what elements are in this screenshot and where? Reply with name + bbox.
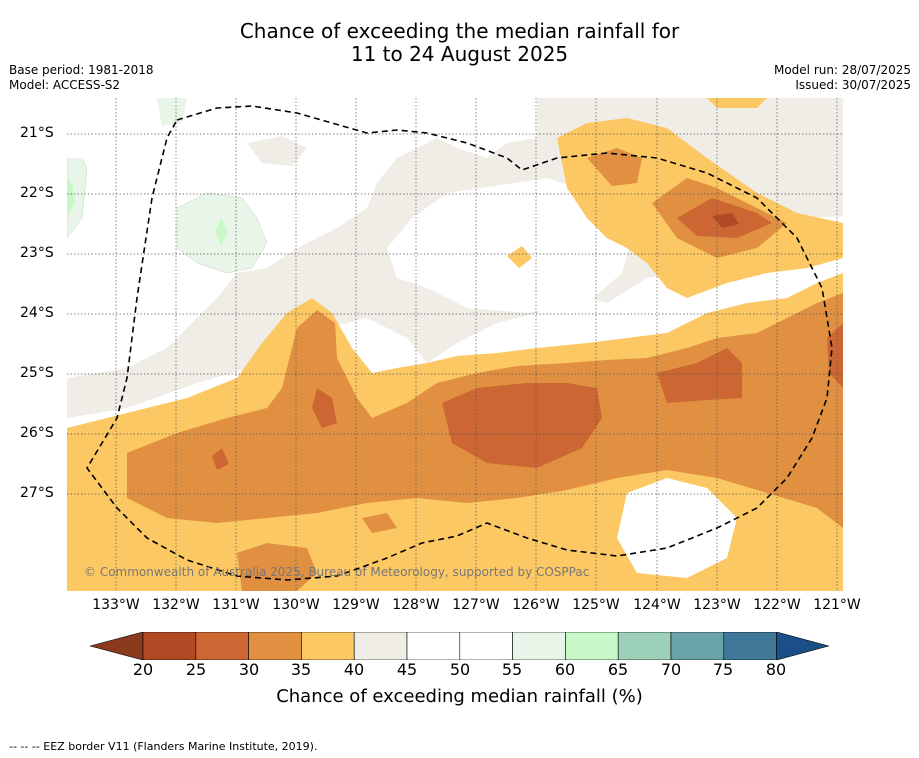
colorbar-segment xyxy=(459,632,513,660)
colorbar-segment xyxy=(670,632,725,660)
colorbar-tick: 45 xyxy=(396,660,418,679)
colorbar-tick: 80 xyxy=(765,660,787,679)
lat-label: 25°S xyxy=(20,365,54,381)
zone-25-30 xyxy=(312,388,337,428)
zone-60-65 xyxy=(67,178,75,216)
colorbar-segment xyxy=(142,632,197,660)
colorbar-tick: 30 xyxy=(238,660,260,679)
lon-label: 130°W xyxy=(272,597,320,613)
lat-label: 27°S xyxy=(20,485,54,501)
lon-label: 129°W xyxy=(332,597,380,613)
lat-label: 24°S xyxy=(20,305,54,321)
model-run-text: Model run: 28/07/2025 xyxy=(773,63,911,77)
lon-label: 121°W xyxy=(813,597,861,613)
colorbar xyxy=(90,632,830,660)
rainfall-map xyxy=(67,98,843,591)
lat-label: 26°S xyxy=(20,425,54,441)
colorbar-tick: 75 xyxy=(712,660,734,679)
lon-label: 122°W xyxy=(753,597,801,613)
model-text: Model: ACCESS-S2 xyxy=(9,78,121,92)
lon-label: 131°W xyxy=(212,597,260,613)
zone-35-40 xyxy=(707,98,767,108)
zone-25-30 xyxy=(827,323,843,388)
colorbar-tick: 50 xyxy=(449,660,471,679)
colorbar-segment xyxy=(565,632,619,660)
colorbar-label: Chance of exceeding median rainfall (%) xyxy=(276,686,643,707)
gridlines xyxy=(67,98,843,591)
colorbar-tick: 65 xyxy=(607,660,629,679)
colorbar-segment xyxy=(195,632,249,660)
zone-30-35 xyxy=(587,148,642,186)
lon-label: 123°W xyxy=(693,597,741,613)
eez-border-note: -- -- -- EEZ border V11 (Flanders Marine… xyxy=(9,740,318,753)
colorbar-segment xyxy=(512,632,566,660)
colorbar-segment xyxy=(406,632,461,660)
zone-35-40 xyxy=(507,246,532,268)
lat-label: 23°S xyxy=(20,245,54,261)
zone-60-65 xyxy=(215,218,227,246)
zone-30-35 xyxy=(362,513,397,533)
colorbar-tick: 70 xyxy=(660,660,682,679)
zone-45-50 xyxy=(67,98,147,158)
colorbar-segment xyxy=(301,632,355,660)
issued-text: Issued: 30/07/2025 xyxy=(795,78,911,92)
colorbar-segment xyxy=(353,632,408,660)
colorbar-extend-high xyxy=(776,632,830,660)
colorbar-segment xyxy=(723,632,777,660)
lat-label: 22°S xyxy=(20,185,54,201)
colorbar-tick: 55 xyxy=(501,660,523,679)
colorbar-extend-low xyxy=(90,632,144,660)
zone-45-50 xyxy=(617,478,737,578)
lon-label: 125°W xyxy=(572,597,620,613)
colorbar-segment xyxy=(248,632,302,660)
colorbar-tick: 40 xyxy=(343,660,365,679)
eez-border xyxy=(86,105,833,581)
zone-45-50-hole xyxy=(387,178,632,313)
zone-20-25 xyxy=(712,213,739,228)
colorbar-tick: 25 xyxy=(185,660,207,679)
map-title-line1: Chance of exceeding the median rainfall … xyxy=(239,19,680,43)
base-period-text: Base period: 1981-2018 xyxy=(9,63,154,77)
colorbar-tick: 35 xyxy=(290,660,312,679)
zone-25-30 xyxy=(657,348,742,403)
lon-label: 128°W xyxy=(392,597,440,613)
zone-25-30 xyxy=(212,448,229,470)
colorbar-tick: 60 xyxy=(554,660,576,679)
lon-label: 133°W xyxy=(92,597,140,613)
map-title-line2: 11 to 24 August 2025 xyxy=(350,42,569,66)
colorbar-tick: 20 xyxy=(132,660,154,679)
colorbar-segment xyxy=(617,632,672,660)
copyright-text: © Commonwealth of Australia 2025, Bureau… xyxy=(84,565,590,579)
zone-40-45-patch xyxy=(247,136,307,166)
lat-label: 21°S xyxy=(20,125,54,141)
zone-25-30 xyxy=(442,383,602,468)
lon-label: 126°W xyxy=(512,597,560,613)
lon-label: 124°W xyxy=(633,597,681,613)
lon-label: 132°W xyxy=(152,597,200,613)
lon-label: 127°W xyxy=(452,597,500,613)
